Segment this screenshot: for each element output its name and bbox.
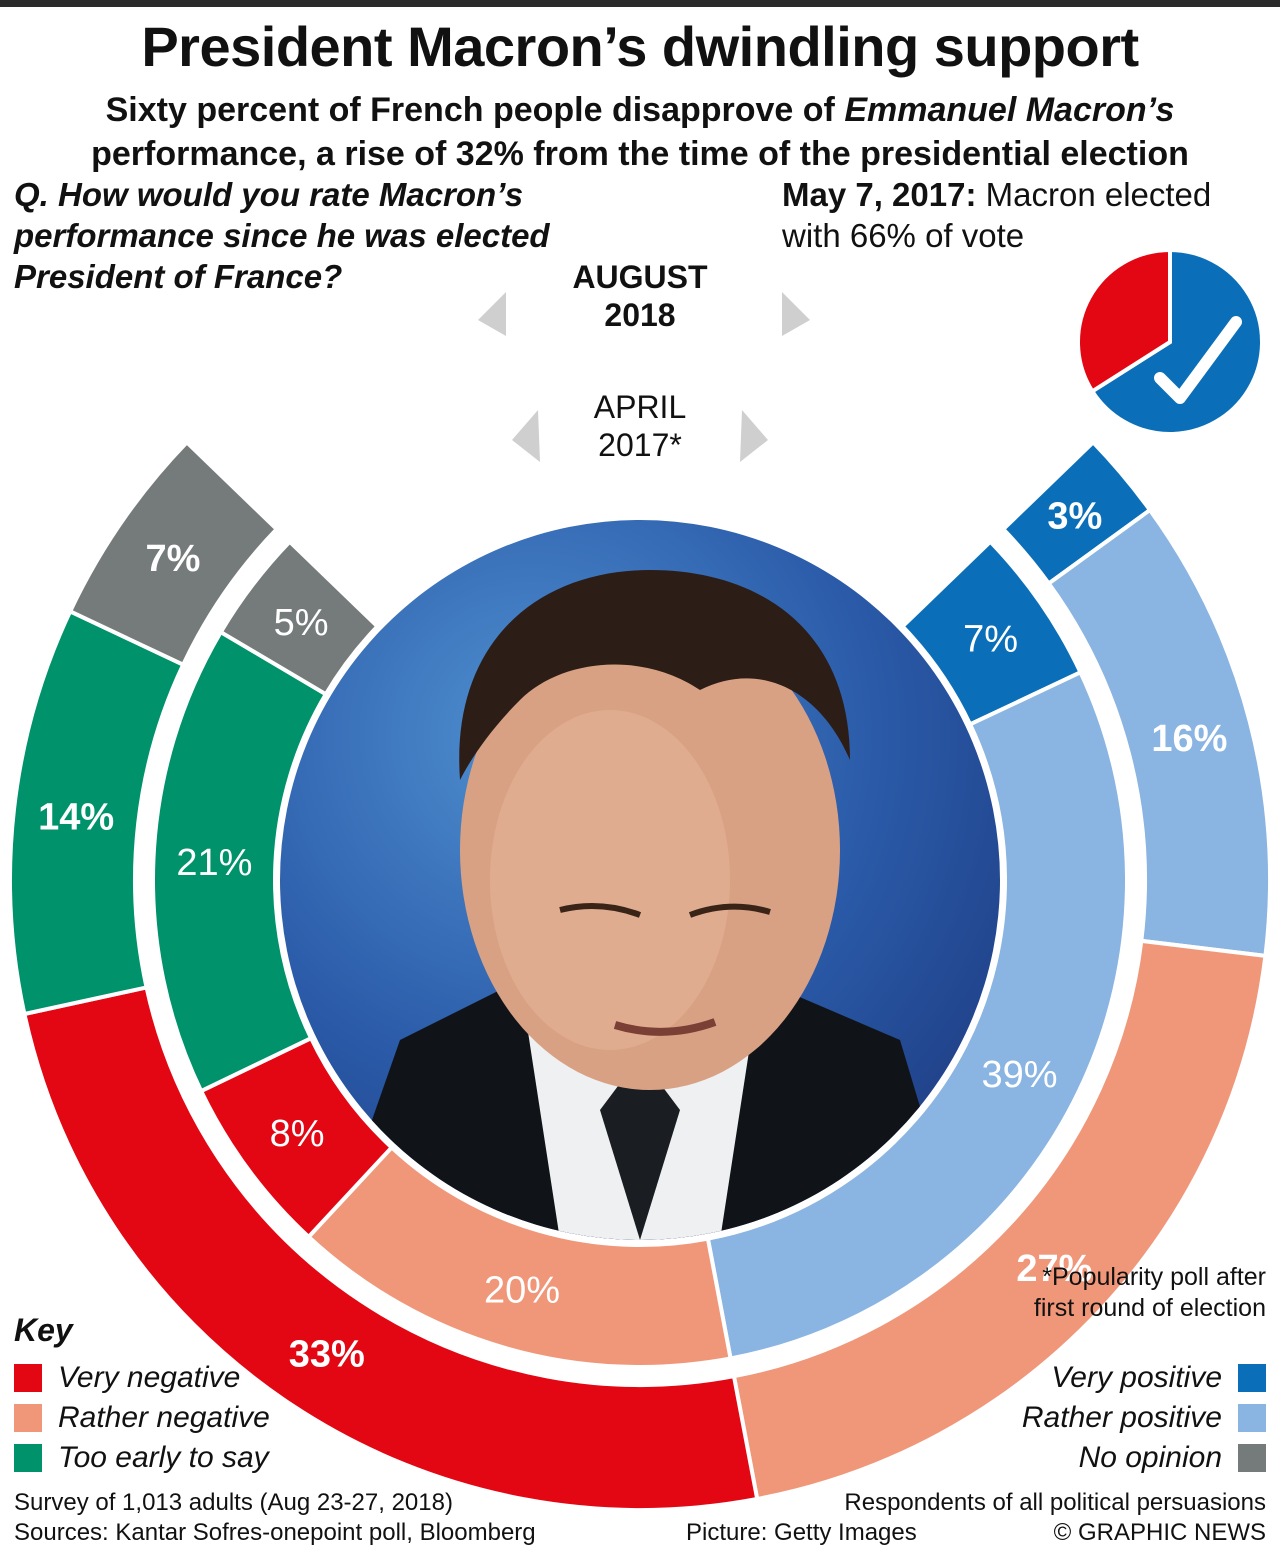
- key-swatch: [1238, 1444, 1266, 1472]
- outer-value-label: 14%: [38, 796, 114, 838]
- outer-ring-label-line2: 2018: [604, 297, 676, 333]
- subtitle-part-2: performance, a rise of 32% from the time…: [91, 135, 1189, 173]
- survey-question: Q. How would you rate Macron’s performan…: [14, 176, 550, 295]
- key-title: Key: [14, 1312, 73, 1348]
- outer-ring-label: AUGUST 2018: [540, 258, 740, 334]
- election-result-pie: [1076, 247, 1264, 436]
- election-date: May 7, 2017:: [782, 176, 977, 213]
- pie-slice-macron: [1089, 247, 1264, 436]
- key-item-rather-positive: Rather positive: [866, 1400, 1266, 1436]
- checkmark-icon: [1154, 316, 1242, 404]
- ring-label-arrows: [478, 292, 810, 462]
- outer-value-label: 33%: [289, 1334, 365, 1376]
- top-rule: [0, 0, 1280, 7]
- outer-ring-label-line1: AUGUST: [572, 259, 708, 295]
- key-item-no-opinion: No opinion: [866, 1440, 1266, 1476]
- pie-slice-other: [1076, 247, 1172, 395]
- election-text: Macron elected with 66% of vote: [782, 176, 1212, 254]
- key-swatch: [14, 1404, 42, 1432]
- subtitle-emphasis: Emmanuel Macron’s: [844, 91, 1175, 129]
- arrow-right-inner-icon: [740, 410, 768, 462]
- outer-segment-no-opinion: [67, 439, 280, 668]
- subtitle-part-1: Sixty percent of French people disapprov…: [105, 91, 845, 129]
- key-item-very-positive: Very positive: [866, 1360, 1266, 1396]
- inner-segment-no-opinion: [218, 538, 381, 697]
- page-title: President Macron’s dwindling support: [141, 15, 1139, 78]
- page-subtitle: Sixty percent of French people disapprov…: [40, 88, 1240, 176]
- inner-value-label: 8%: [270, 1113, 325, 1155]
- outer-value-label: 7%: [146, 538, 201, 580]
- key-label: No opinion: [1078, 1441, 1222, 1474]
- key-swatch: [14, 1444, 42, 1472]
- inner-ring-label: APRIL 2017*: [540, 388, 740, 464]
- election-note: May 7, 2017: Macron elected with 66% of …: [782, 174, 1272, 256]
- sources-note: Sources: Kantar Sofres-onepoint poll, Bl…: [14, 1519, 536, 1546]
- inner-value-label: 5%: [274, 602, 329, 644]
- arrow-right-outer-icon: [782, 292, 810, 336]
- key-label: Rather negative: [58, 1401, 270, 1434]
- key-swatch: [1238, 1364, 1266, 1392]
- inner-segment-rather-positive: [705, 669, 1129, 1361]
- copyright: © GRAPHIC NEWS: [1053, 1519, 1266, 1546]
- key-swatch: [1238, 1404, 1266, 1432]
- key-label: Rather positive: [1021, 1401, 1222, 1434]
- outer-value-label: 16%: [1151, 718, 1227, 760]
- key-label: Very negative: [58, 1361, 241, 1394]
- survey-note: Survey of 1,013 adults (Aug 23-27, 2018): [14, 1489, 453, 1516]
- outer-value-label: 3%: [1047, 496, 1102, 538]
- inner-ring-april-2017: 7% 39% 20% 8% 21% 5%: [151, 538, 1129, 1369]
- inner-ring-label-line1: APRIL: [593, 389, 687, 425]
- inner-value-label: 21%: [176, 842, 252, 884]
- outer-segment-very-negative: [22, 985, 760, 1512]
- macron-portrait-photo: [280, 520, 1000, 1240]
- respondents-note: Respondents of all political persuasions: [844, 1489, 1266, 1516]
- inner-value-label: 20%: [484, 1270, 560, 1312]
- arrow-left-inner-icon: [512, 410, 540, 462]
- footnote: *Popularity poll after first round of el…: [1033, 1263, 1266, 1322]
- key-label: Very positive: [1051, 1361, 1222, 1394]
- inner-ring-label-line2: 2017*: [598, 427, 682, 463]
- inner-value-label: 7%: [963, 618, 1018, 660]
- key-swatch: [14, 1364, 42, 1392]
- outer-value-label: 27%: [1016, 1248, 1092, 1290]
- key-label: Too early to say: [58, 1441, 269, 1474]
- picture-credit: Picture: Getty Images: [686, 1519, 917, 1546]
- inner-value-label: 39%: [981, 1054, 1057, 1096]
- outer-ring-august-2018: 3% 16% 27% 33% 14% 7%: [8, 439, 1272, 1512]
- arrow-left-outer-icon: [478, 292, 506, 336]
